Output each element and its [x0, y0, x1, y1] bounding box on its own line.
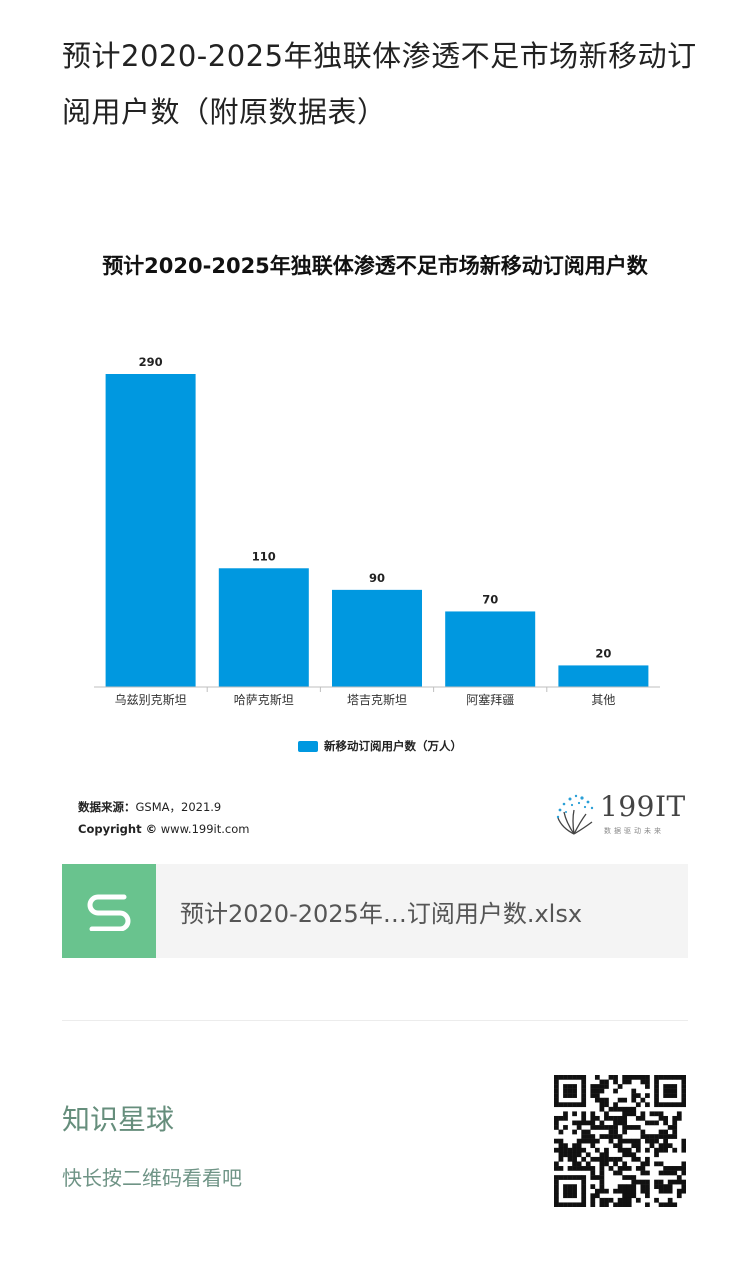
category-label-2: 哈萨克斯坦	[234, 693, 294, 707]
bar-1	[105, 374, 196, 687]
spreadsheet-s-icon	[62, 864, 156, 958]
chart-title: 预计2020-2025年独联体渗透不足市场新移动订阅用户数	[102, 254, 648, 278]
legend-label: 新移动订阅用户数（万人）	[324, 739, 462, 753]
199it-logo: 199IT 数据驱动未来	[552, 790, 685, 840]
qr-code[interactable]	[554, 1075, 686, 1207]
data-label-4: 70	[482, 592, 498, 606]
source-label: 数据来源：	[78, 800, 136, 814]
copyright-value: www.199it.com	[160, 822, 250, 836]
chart-image: 预计2020-2025年独联体渗透不足市场新移动订阅用户数 290 乌兹别克斯坦 1…	[50, 230, 700, 850]
attachment-filename: 预计2020-2025年…订阅用户数.xlsx	[180, 899, 583, 928]
source-value: GSMA，2021.9	[135, 800, 222, 814]
copyright-label: Copyright ©	[78, 822, 158, 836]
logo-text: 199IT	[600, 790, 686, 823]
data-label-1: 290	[139, 355, 163, 369]
source-block: 数据来源：GSMA，2021.9 Copyright © www.199it.c…	[78, 796, 249, 840]
bar-5	[558, 665, 649, 687]
data-label-5: 20	[595, 646, 611, 660]
data-label-2: 110	[252, 549, 276, 563]
bar-2	[218, 568, 309, 687]
category-label-3: 塔吉克斯坦	[347, 693, 407, 707]
knowledge-planet-title: 知识星球	[62, 1103, 175, 1136]
bar-4	[445, 611, 536, 687]
category-label-1: 乌兹别克斯坦	[115, 692, 187, 707]
chart-legend: 新移动订阅用户数（万人）	[298, 738, 462, 754]
bar-3	[332, 589, 422, 687]
bar-chart: 290 乌兹别克斯坦 110 哈萨克斯坦 90 塔吉克斯坦 70 阿塞拜疆 20 其他	[94, 355, 660, 707]
legend-swatch	[298, 740, 318, 752]
dandelion-logo-icon	[556, 794, 594, 835]
article-title: 预计2020-2025年独联体渗透不足市场新移动订阅用户数（附原数据表）	[62, 39, 697, 129]
section-divider	[62, 1020, 688, 1021]
file-attachment[interactable]: 预计2020-2025年…订阅用户数.xlsx	[62, 864, 688, 958]
category-label-5: 其他	[591, 693, 615, 707]
knowledge-planet-hint: 快长按二维码看看吧	[62, 1166, 242, 1190]
data-label-3: 90	[369, 571, 385, 585]
category-label-4: 阿塞拜疆	[466, 692, 514, 707]
logo-slogan: 数据驱动未来	[604, 827, 664, 835]
